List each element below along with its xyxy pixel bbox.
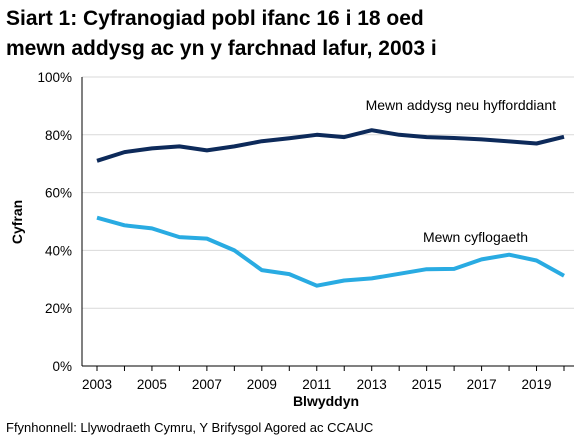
y-tick-label: 60%: [45, 186, 72, 201]
x-tick-label: 2003: [82, 377, 112, 392]
x-tick-label: 2005: [137, 377, 167, 392]
gridlines: [82, 76, 574, 309]
chart-title-line-1: Siart 1: Cyfranogiad pobl ifanc 16 i 18 …: [6, 7, 424, 30]
y-tick-label: 0%: [52, 359, 72, 374]
x-tick-label: 2015: [412, 377, 442, 392]
y-tick-label: 40%: [45, 243, 72, 258]
chart-title-line-2: mewn addysg ac yn y farchnad lafur, 2003…: [6, 37, 437, 60]
series-label-1: Mewn addysg neu hyfforddiant: [366, 97, 557, 113]
y-axis-label: Cyfran: [9, 200, 25, 244]
series-labels: Mewn addysg neu hyfforddiant Mewn cyfloga…: [366, 97, 557, 245]
series-line-1: [96, 128, 565, 163]
y-tick-label: 100%: [37, 70, 72, 85]
x-tick-label: 2009: [247, 377, 277, 392]
y-tick-label: 80%: [45, 128, 72, 143]
chart-title: Siart 1: Cyfranogiad pobl ifanc 16 i 18 …: [6, 4, 578, 64]
x-axis-tick-labels: 2003 2005 2007 2009 2011 2013 2015 2017 2019: [82, 377, 552, 392]
axes: [81, 77, 574, 371]
x-tick-label: 2013: [357, 377, 387, 392]
y-axis-tick-labels: 0% 20% 40% 60% 80% 100%: [37, 70, 72, 374]
source-note: Ffynhonnell: Llywodraeth Cymru, Y Brifys…: [6, 420, 374, 435]
series-line-2: [96, 215, 565, 288]
x-tick-label: 2007: [192, 377, 222, 392]
x-tick-label: 2019: [522, 377, 552, 392]
x-tick-label: 2011: [302, 377, 331, 392]
y-tick-label: 20%: [45, 301, 72, 316]
series-label-2: Mewn cyflogaeth: [423, 229, 528, 245]
x-tick-label: 2017: [467, 377, 497, 392]
series-lines: [96, 128, 565, 288]
x-axis-label: Blwyddyn: [293, 393, 359, 409]
